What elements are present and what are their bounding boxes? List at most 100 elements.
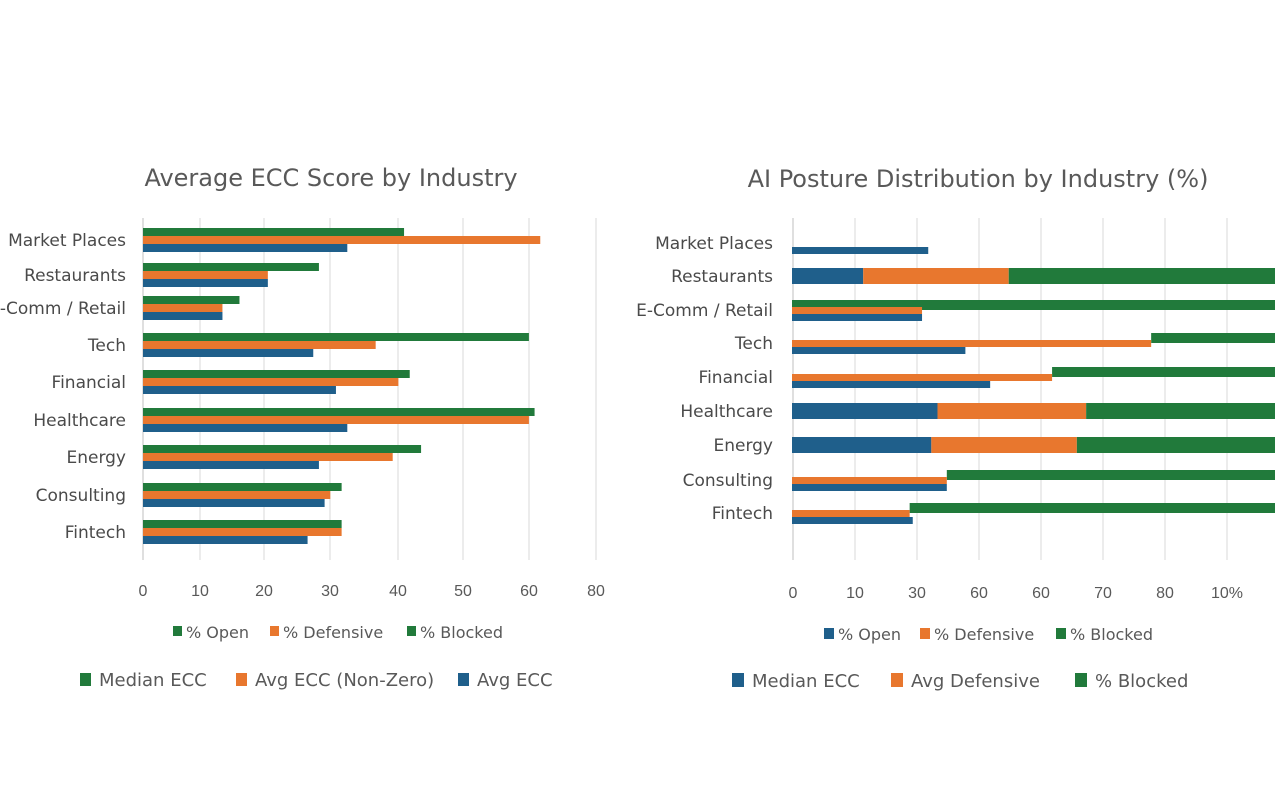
- legend-swatch: [236, 673, 247, 686]
- bar-blocked: [1052, 367, 1275, 377]
- category-label: Fintech: [712, 504, 773, 524]
- category-label: Market Places: [8, 231, 126, 251]
- legend-label: % Blocked: [1070, 625, 1153, 644]
- bar-open: [792, 268, 864, 284]
- bar: [143, 304, 223, 312]
- bar-median: [792, 314, 923, 321]
- category-label: Tech: [734, 334, 773, 354]
- bar-avg-defensive: [792, 340, 1152, 347]
- bar: [143, 378, 399, 386]
- x-tick-label: 50: [454, 583, 472, 600]
- legend-swatch: [891, 673, 903, 687]
- bar: [143, 279, 268, 287]
- bar-median: [792, 381, 991, 388]
- x-tick-label: 30: [908, 585, 926, 602]
- bars: [143, 228, 541, 544]
- bar-blocked: [1076, 437, 1275, 453]
- legend-label: % Blocked: [1095, 671, 1188, 692]
- bar: [143, 461, 319, 469]
- x-tick-label: 10%: [1211, 585, 1243, 602]
- chart-title: AI Posture Distribution by Industry (%): [748, 165, 1209, 193]
- bar-blocked: [1008, 268, 1275, 284]
- category-label: E-Comm / Retail: [636, 301, 773, 321]
- legend-label: % Blocked: [420, 623, 503, 642]
- x-tick-label: 10: [846, 585, 864, 602]
- x-tick-label: 0: [789, 585, 798, 602]
- legend-label: % Open: [838, 625, 901, 644]
- x-tick-label: 80: [587, 583, 605, 600]
- bar-blocked: [1086, 403, 1275, 419]
- bars: [792, 247, 1275, 524]
- bar: [143, 528, 342, 536]
- bar-avg-defensive: [792, 374, 1053, 381]
- bar-median: [792, 484, 947, 491]
- x-tick-label: 80: [1156, 585, 1174, 602]
- bar-avg-defensive: [792, 307, 923, 314]
- category-label: Consulting: [683, 471, 773, 491]
- x-tick-label: 0: [139, 583, 148, 600]
- bar: [143, 341, 376, 349]
- bar: [143, 228, 405, 236]
- bar-avg-defensive: [792, 510, 910, 517]
- legend-label: % Open: [186, 623, 249, 642]
- legend-bottom: Median ECC Avg Defensive % Blocked: [732, 671, 1188, 692]
- bar: [143, 424, 348, 432]
- x-tick-labels: 0 10 30 60 60 70 80 10%: [789, 585, 1243, 602]
- legend-label: Avg ECC: [477, 670, 553, 691]
- category-label: -Comm / Retail: [0, 299, 126, 319]
- category-label: Energy: [713, 436, 773, 456]
- bar: [143, 445, 422, 453]
- legend-swatch: [1075, 673, 1087, 687]
- ai-posture-chart: AI Posture Distribution by Industry (%) …: [636, 165, 1275, 692]
- bar: [143, 370, 410, 378]
- bar-blocked: [946, 470, 1275, 480]
- bar-median: [792, 247, 929, 254]
- legend-label: Median ECC: [752, 671, 860, 692]
- bar: [143, 536, 308, 544]
- category-label: Tech: [87, 336, 126, 356]
- bar: [143, 453, 393, 461]
- x-tick-label: 60: [1032, 585, 1050, 602]
- bar-blocked: [909, 503, 1275, 513]
- bar-defensive: [937, 403, 1087, 419]
- bar: [143, 491, 331, 499]
- x-tick-label: 10: [191, 583, 209, 600]
- x-tick-label: 30: [321, 583, 339, 600]
- x-tick-label: 40: [389, 583, 407, 600]
- bar: [143, 312, 223, 320]
- bar: [143, 296, 240, 304]
- bar: [143, 333, 529, 341]
- legend-swatch: [80, 673, 91, 686]
- bar: [143, 236, 541, 244]
- bar: [143, 408, 535, 416]
- legend-top: % Open % Defensive % Blocked: [173, 623, 503, 642]
- ecc-score-chart: Average ECC Score by Industry Market Pla…: [0, 164, 605, 691]
- category-label: Healthcare: [680, 402, 773, 422]
- category-label: Energy: [66, 448, 126, 468]
- category-label: Market Places: [655, 234, 773, 254]
- legend-label: % Defensive: [283, 623, 383, 642]
- x-tick-label: 70: [1094, 585, 1112, 602]
- legend-label: Avg ECC (Non-Zero): [255, 670, 434, 691]
- legend-swatch: [732, 673, 744, 687]
- legend-swatch: [458, 673, 469, 686]
- category-labels: Market Places Restaurants -Comm / Retail Te…: [0, 231, 126, 543]
- x-tick-label: 20: [255, 583, 273, 600]
- legend-swatch: [824, 628, 834, 639]
- bar-defensive: [863, 268, 1009, 284]
- category-label: Healthcare: [33, 411, 126, 431]
- bar: [143, 499, 325, 507]
- bar-open: [792, 403, 938, 419]
- legend-swatch: [407, 626, 416, 636]
- legend-swatch: [173, 626, 182, 636]
- bar-blocked: [1151, 333, 1275, 343]
- bar: [143, 244, 348, 252]
- category-label: Restaurants: [671, 267, 773, 287]
- legend-top: % Open % Defensive % Blocked: [824, 625, 1153, 644]
- bar-median: [792, 347, 966, 354]
- legend-swatch: [920, 628, 930, 639]
- category-label: Consulting: [36, 486, 126, 506]
- bar: [143, 386, 336, 394]
- bar: [143, 271, 268, 279]
